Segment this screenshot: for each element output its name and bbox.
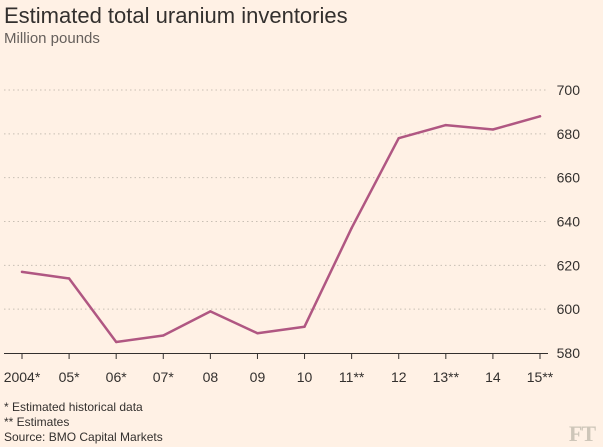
data-point-9 [444,123,448,127]
y-tick-label-580: 580 [557,345,581,361]
data-point-11 [538,115,542,118]
chart-title: Estimated total uranium inventories [4,3,348,28]
x-tick-label-8: 12 [391,369,407,385]
data-point-10 [491,128,495,131]
y-tick-label-620: 620 [557,257,581,273]
data-point-6 [303,325,306,328]
x-tick-label-10: 14 [485,369,501,385]
x-tick-label-3: 07* [153,369,175,385]
chart-notes: * Estimated historical data ** Estimates… [4,400,163,445]
data-point-4 [209,310,212,313]
data-point-0 [20,270,24,274]
data-point-1 [67,277,71,280]
x-tick-label-4: 08 [203,369,219,385]
x-tick-label-0: 2004* [4,369,41,385]
data-point-5 [256,332,259,335]
x-tick-label-2: 06* [106,369,128,385]
data-point-8 [397,137,400,140]
x-tick-label-7: 11** [339,369,365,385]
x-tick-label-11: 15** [527,369,554,385]
source-note: Source: BMO Capital Markets [4,430,163,444]
x-tick-label-9: 13** [433,369,460,385]
note-estimates: ** Estimates [4,415,70,429]
y-tick-label-660: 660 [557,170,581,186]
data-point-3 [162,334,165,337]
y-tick-label-680: 680 [557,126,581,142]
data-point-7 [350,226,353,230]
x-tick-label-5: 09 [250,369,266,385]
note-estimated-historical: * Estimated historical data [4,400,143,414]
y-tick-label-640: 640 [557,214,581,230]
data-point-2 [114,340,118,344]
series-line-0 [20,115,542,344]
ft-logo: FT [568,421,596,446]
chart-subtitle: Million pounds [4,30,100,47]
y-tick-label-700: 700 [557,82,581,98]
x-tick-label-1: 05* [59,369,81,385]
y-tick-label-600: 600 [557,301,581,317]
x-tick-label-6: 10 [297,369,313,385]
